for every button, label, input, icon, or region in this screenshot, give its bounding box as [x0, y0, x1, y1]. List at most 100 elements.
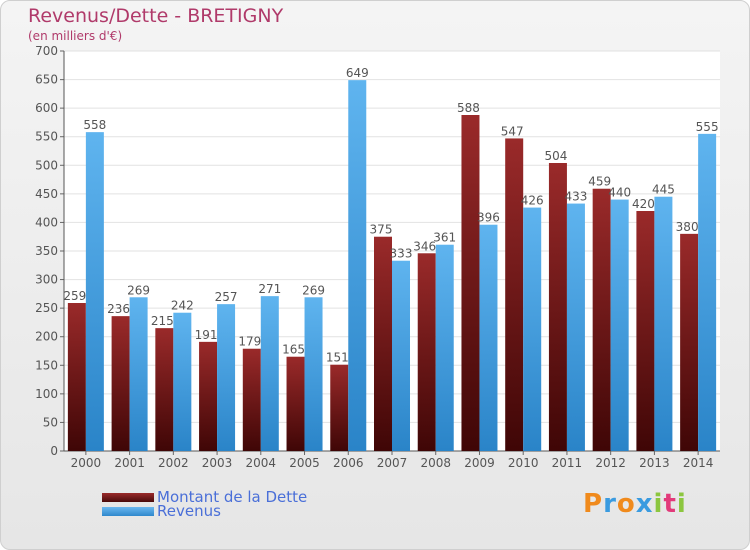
value-label-revenus: 361 — [433, 231, 456, 245]
x-tick-label: 2013 — [639, 456, 670, 470]
bar-dette — [111, 316, 130, 451]
y-tick-label: 150 — [35, 358, 58, 372]
x-tick-label: 2004 — [246, 456, 277, 470]
bar-dette — [548, 163, 567, 451]
value-label-revenus: 558 — [83, 118, 106, 132]
value-label-revenus: 649 — [346, 66, 369, 80]
bar-revenus — [610, 199, 629, 451]
x-tick-label: 2000 — [71, 456, 102, 470]
x-tick-label: 2005 — [289, 456, 320, 470]
bar-dette — [155, 328, 174, 451]
bar-dette — [505, 138, 524, 451]
value-label-revenus: 269 — [127, 283, 150, 297]
value-label-revenus: 440 — [608, 186, 631, 200]
x-tick-label: 2011 — [552, 456, 583, 470]
bar-revenus — [129, 297, 148, 451]
bar-dette — [242, 348, 261, 451]
bar-dette — [592, 188, 611, 451]
value-label-dette: 380 — [676, 220, 699, 234]
y-tick-label: 200 — [35, 330, 58, 344]
x-tick-label: 2009 — [464, 456, 495, 470]
y-tick-label: 450 — [35, 187, 58, 201]
value-label-dette: 375 — [370, 223, 393, 237]
bar-dette — [417, 253, 436, 451]
y-tick-label: 250 — [35, 301, 58, 315]
bar-dette — [636, 211, 655, 451]
x-tick-label: 2002 — [158, 456, 189, 470]
bar-revenus — [348, 80, 367, 452]
bar-revenus — [566, 203, 585, 451]
bar-revenus — [698, 133, 717, 451]
value-label-dette: 259 — [63, 289, 86, 303]
value-label-dette: 420 — [632, 197, 655, 211]
value-label-dette: 151 — [326, 351, 349, 365]
value-label-revenus: 433 — [564, 190, 587, 204]
x-tick-label: 2001 — [114, 456, 145, 470]
y-tick-label: 700 — [35, 44, 58, 58]
bar-dette — [199, 341, 218, 451]
value-label-revenus: 271 — [258, 282, 281, 296]
x-tick-label: 2007 — [377, 456, 408, 470]
y-tick-label: 100 — [35, 387, 58, 401]
y-tick-label: 50 — [43, 415, 58, 429]
y-tick-label: 400 — [35, 215, 58, 229]
value-label-dette: 346 — [413, 239, 436, 253]
bar-dette — [461, 115, 480, 451]
chart-subtitle: (en milliers d'€) — [28, 29, 123, 43]
x-tick-label: 2010 — [508, 456, 539, 470]
value-label-dette: 179 — [238, 335, 261, 349]
bar-revenus — [479, 224, 498, 451]
bar-dette — [67, 303, 86, 451]
value-label-dette: 459 — [588, 175, 611, 189]
legend-label-dette: Montant de la Dette — [157, 488, 308, 506]
value-label-dette: 165 — [282, 343, 305, 357]
bar-revenus — [260, 296, 279, 451]
y-tick-label: 0 — [50, 444, 58, 458]
bar-revenus — [435, 244, 454, 451]
value-label-dette: 588 — [457, 101, 480, 115]
bar-revenus — [304, 297, 323, 451]
value-label-revenus: 257 — [215, 290, 238, 304]
value-label-dette: 547 — [501, 124, 524, 138]
bar-revenus — [523, 207, 542, 451]
bar-revenus — [654, 196, 673, 451]
y-tick-label: 550 — [35, 130, 58, 144]
y-tick-label: 300 — [35, 273, 58, 287]
x-tick-label: 2012 — [595, 456, 626, 470]
value-label-revenus: 396 — [477, 211, 500, 225]
legend-swatch-dette — [102, 492, 154, 502]
x-tick-label: 2014 — [683, 456, 714, 470]
bars — [67, 80, 717, 452]
bar-revenus — [392, 260, 410, 451]
value-label-dette: 215 — [151, 314, 174, 328]
y-tick-label: 350 — [35, 244, 58, 258]
bar-revenus — [173, 312, 192, 451]
y-tick-label: 500 — [35, 158, 58, 172]
value-label-revenus: 445 — [652, 183, 675, 197]
bar-dette — [680, 233, 699, 451]
legend-swatch-revenus — [102, 506, 154, 516]
value-label-revenus: 426 — [521, 194, 544, 208]
value-label-revenus: 333 — [390, 247, 413, 261]
bar-dette — [286, 356, 305, 451]
value-label-revenus: 555 — [696, 120, 719, 134]
x-tick-label: 2003 — [202, 456, 233, 470]
legend-item-revenus: Revenus — [102, 502, 221, 520]
value-label-dette: 236 — [107, 302, 130, 316]
y-tick-label: 600 — [35, 101, 58, 115]
bar-revenus — [217, 304, 236, 451]
value-label-dette: 504 — [544, 149, 567, 163]
x-tick-label: 2008 — [420, 456, 451, 470]
y-tick-label: 650 — [35, 73, 58, 87]
chart-title: Revenus/Dette - BRETIGNY — [28, 5, 284, 27]
bar-dette — [374, 236, 392, 451]
x-tick-label: 2006 — [333, 456, 364, 470]
bar-dette — [330, 364, 349, 451]
value-label-revenus: 242 — [171, 299, 194, 313]
value-label-revenus: 269 — [302, 283, 325, 297]
bar-revenus — [85, 132, 104, 451]
proxiti-logo: Proxiti — [583, 489, 687, 519]
legend-label-revenus: Revenus — [157, 502, 221, 520]
